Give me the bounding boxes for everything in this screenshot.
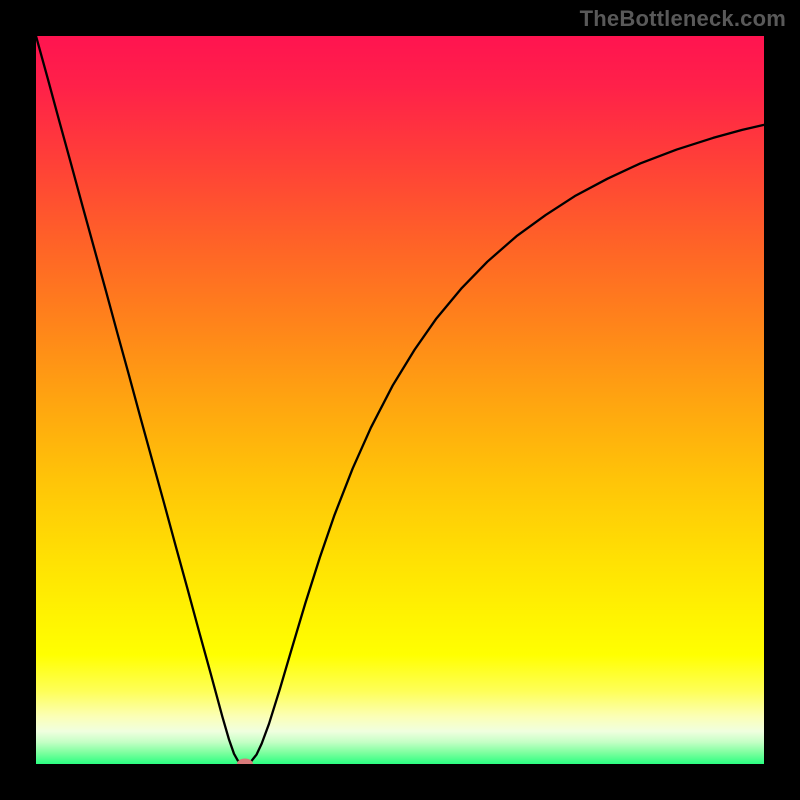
bottleneck-chart-svg <box>36 36 764 764</box>
chart-frame: TheBottleneck.com <box>0 0 800 800</box>
gradient-background <box>36 36 764 764</box>
watermark-text: TheBottleneck.com <box>580 6 786 32</box>
plot-area <box>36 36 764 764</box>
